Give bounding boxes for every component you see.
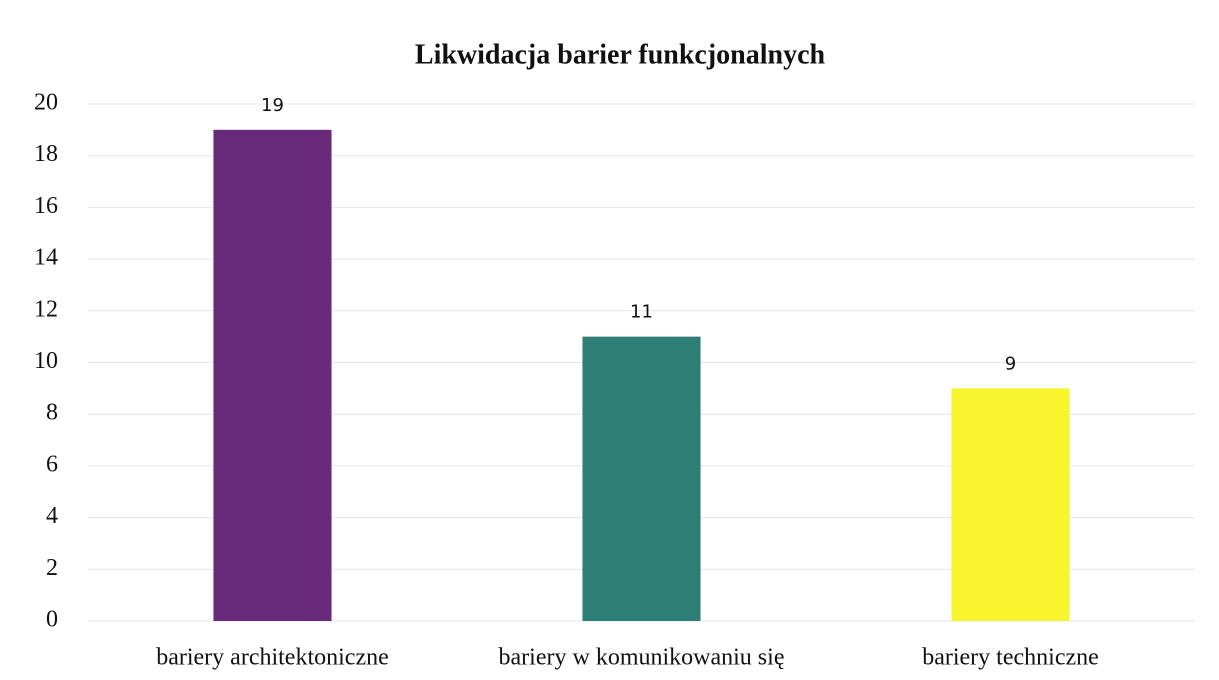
y-tick-label: 8 [46, 400, 58, 426]
y-tick-label: 12 [34, 296, 58, 322]
data-label: 9 [1005, 353, 1016, 374]
y-tick-label: 0 [46, 607, 58, 633]
bar [582, 336, 701, 621]
data-label: 19 [261, 95, 284, 116]
y-tick-label: 10 [34, 348, 58, 374]
y-tick-label: 16 [34, 193, 58, 219]
bar [951, 388, 1070, 621]
data-label: 11 [630, 302, 653, 323]
x-tick-label: bariery architektoniczne [156, 645, 389, 671]
bar [213, 129, 332, 621]
x-tick-label: bariery techniczne [922, 645, 1099, 671]
y-tick-label: 14 [34, 245, 58, 271]
x-tick-label: bariery w komunikowaniu się [499, 645, 785, 671]
y-tick-label: 4 [46, 503, 58, 529]
y-tick-label: 18 [34, 141, 58, 167]
y-tick-label: 6 [46, 451, 58, 477]
y-tick-label: 20 [34, 90, 58, 116]
chart-title: Likwidacja barier funkcjonalnych [415, 39, 826, 70]
y-tick-label: 2 [46, 555, 58, 581]
